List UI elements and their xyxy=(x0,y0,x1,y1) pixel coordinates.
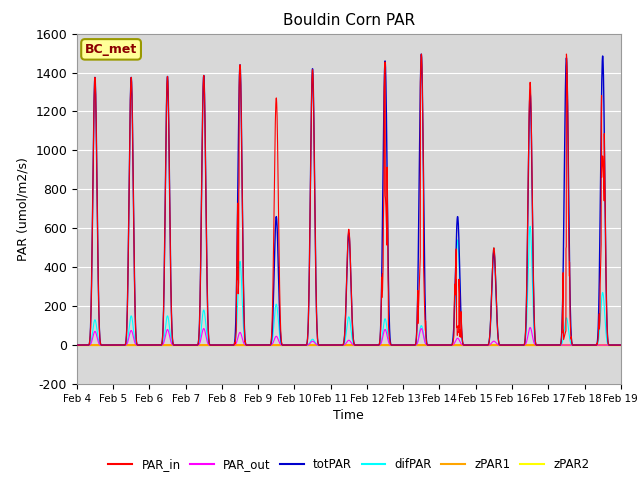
Legend: PAR_in, PAR_out, totPAR, difPAR, zPAR1, zPAR2: PAR_in, PAR_out, totPAR, difPAR, zPAR1, … xyxy=(104,454,594,476)
Title: Bouldin Corn PAR: Bouldin Corn PAR xyxy=(283,13,415,28)
X-axis label: Time: Time xyxy=(333,409,364,422)
Y-axis label: PAR (umol/m2/s): PAR (umol/m2/s) xyxy=(17,157,29,261)
Text: BC_met: BC_met xyxy=(85,43,137,56)
